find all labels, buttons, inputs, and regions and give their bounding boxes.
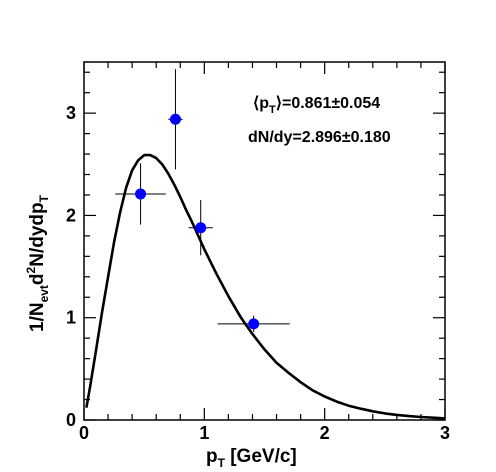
data-point — [168, 69, 183, 170]
y-tick-label: 0 — [66, 410, 76, 430]
x-tick-label: 1 — [199, 423, 209, 443]
plot-frame — [83, 61, 446, 421]
mean-pt-annotation: ⟨pT⟩=0.861±0.054 — [253, 95, 380, 116]
dndy-annotation: dN/dy=2.896±0.180 — [248, 129, 391, 146]
fit-curve — [85, 153, 446, 420]
y-axis-label: 1/Nevtd2N/dydpT — [24, 194, 51, 332]
x-axis-label: pT [GeV/c] — [206, 446, 297, 470]
x-tick-label: 0 — [79, 423, 89, 443]
y-tick-label: 1 — [66, 308, 76, 328]
data-marker — [135, 188, 147, 200]
data-point — [217, 315, 290, 333]
data-marker — [195, 222, 207, 234]
fit-curve-layer — [85, 153, 446, 420]
data-point — [188, 200, 213, 256]
data-marker — [169, 113, 181, 125]
data-points-layer — [115, 69, 290, 333]
axis-ticks: 0 1 2 3 0 1 2 3 — [66, 62, 450, 443]
x-tick-label: 3 — [440, 423, 450, 443]
data-point — [115, 163, 166, 225]
x-tick-label: 2 — [320, 423, 330, 443]
y-tick-label: 3 — [66, 103, 76, 123]
y-tick-label: 2 — [66, 205, 76, 225]
data-marker — [248, 318, 260, 330]
